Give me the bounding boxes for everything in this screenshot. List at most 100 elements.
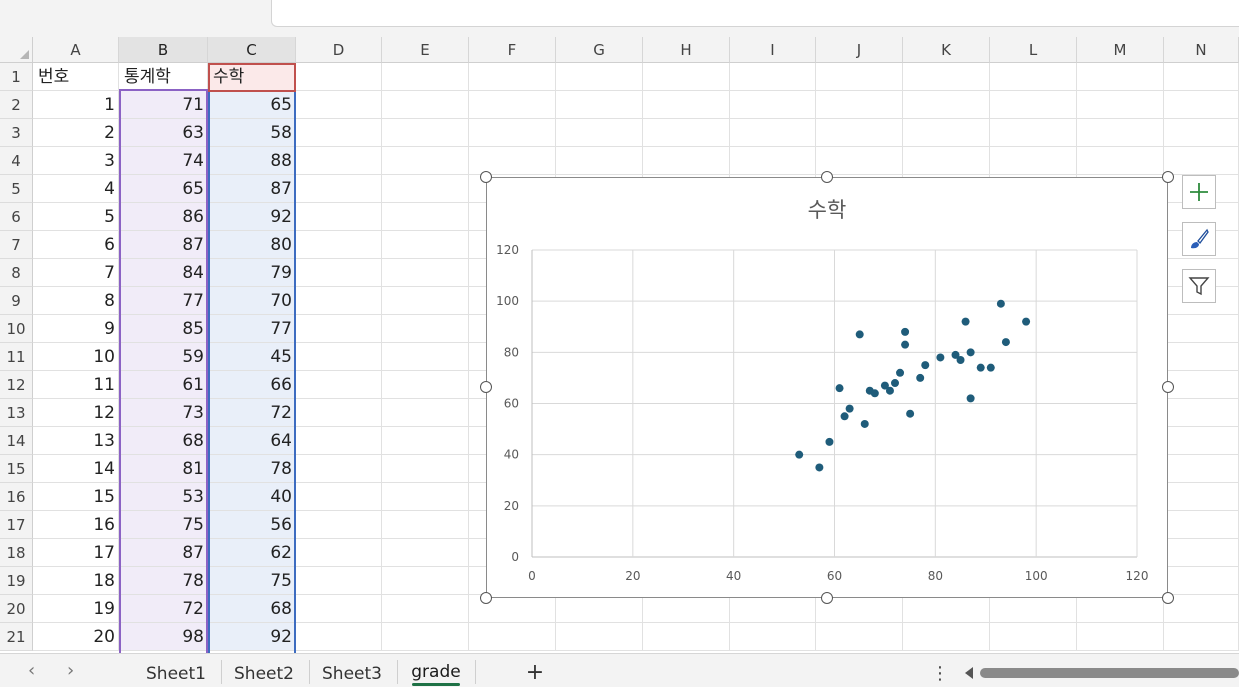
cell-n3[interactable] (1164, 119, 1239, 147)
data-point[interactable] (880, 381, 889, 390)
cell-e15[interactable] (382, 455, 469, 483)
data-point[interactable] (901, 327, 910, 336)
cell-g4[interactable] (556, 147, 643, 175)
cell-l1[interactable] (990, 63, 1077, 91)
cell-k3[interactable] (903, 119, 990, 147)
cell-b15[interactable]: 81 (119, 455, 208, 483)
cell-d2[interactable] (296, 91, 382, 119)
cell-g2[interactable] (556, 91, 643, 119)
cell-b9[interactable]: 77 (119, 287, 208, 315)
data-point[interactable] (891, 379, 899, 388)
cell-d4[interactable] (296, 147, 382, 175)
cell-c8[interactable]: 79 (208, 259, 296, 287)
cell-e2[interactable] (382, 91, 469, 119)
data-point[interactable] (896, 368, 905, 377)
cell-a2[interactable]: 1 (33, 91, 119, 119)
cell-d19[interactable] (296, 567, 382, 595)
select-all-corner[interactable] (0, 37, 33, 63)
cell-h1[interactable] (643, 63, 730, 91)
cell-a10[interactable]: 9 (33, 315, 119, 343)
cell-a15[interactable]: 14 (33, 455, 119, 483)
cell-c19[interactable]: 75 (208, 567, 296, 595)
cell-e18[interactable] (382, 539, 469, 567)
resize-handle-top[interactable] (821, 171, 833, 183)
column-header-a[interactable]: A (33, 37, 119, 63)
cell-i3[interactable] (730, 119, 816, 147)
data-point[interactable] (986, 363, 995, 372)
cell-l20[interactable] (990, 595, 1077, 623)
cell-n21[interactable] (1164, 623, 1239, 651)
cell-c7[interactable]: 80 (208, 231, 296, 259)
cell-m20[interactable] (1077, 595, 1164, 623)
cell-d5[interactable] (296, 175, 382, 203)
data-point[interactable] (855, 330, 864, 339)
tab-sheet3[interactable]: Sheet3 (322, 664, 382, 684)
add-sheet-button[interactable]: + (525, 660, 545, 685)
cell-f2[interactable] (469, 91, 556, 119)
resize-handle-br[interactable] (1162, 592, 1174, 604)
cell-c12[interactable]: 66 (208, 371, 296, 399)
cell-e13[interactable] (382, 399, 469, 427)
cell-c4[interactable]: 88 (208, 147, 296, 175)
cell-a1[interactable]: 번호 (33, 63, 119, 91)
cell-m1[interactable] (1077, 63, 1164, 91)
cell-a21[interactable]: 20 (33, 623, 119, 651)
row-header[interactable]: 1 (0, 63, 33, 91)
cell-e4[interactable] (382, 147, 469, 175)
column-header-b[interactable]: B (119, 37, 208, 63)
data-point[interactable] (996, 299, 1005, 308)
cell-j2[interactable] (816, 91, 903, 119)
data-point[interactable] (860, 419, 869, 428)
cell-g1[interactable] (556, 63, 643, 91)
row-header[interactable]: 9 (0, 287, 33, 315)
data-point[interactable] (885, 386, 894, 395)
cell-e1[interactable] (382, 63, 469, 91)
cell-j4[interactable] (816, 147, 903, 175)
column-header-l[interactable]: L (990, 37, 1077, 63)
data-point[interactable] (795, 450, 804, 459)
cell-d14[interactable] (296, 427, 382, 455)
cell-k2[interactable] (903, 91, 990, 119)
data-point[interactable] (835, 384, 844, 393)
cell-b19[interactable]: 78 (119, 567, 208, 595)
cell-h3[interactable] (643, 119, 730, 147)
cell-e6[interactable] (382, 203, 469, 231)
column-header-f[interactable]: F (469, 37, 556, 63)
cell-n20[interactable] (1164, 595, 1239, 623)
cell-m4[interactable] (1077, 147, 1164, 175)
row-header[interactable]: 8 (0, 259, 33, 287)
cell-a4[interactable]: 3 (33, 147, 119, 175)
row-header[interactable]: 12 (0, 371, 33, 399)
cell-a12[interactable]: 11 (33, 371, 119, 399)
row-header[interactable]: 4 (0, 147, 33, 175)
cell-b18[interactable]: 87 (119, 539, 208, 567)
row-header[interactable]: 6 (0, 203, 33, 231)
cell-b7[interactable]: 87 (119, 231, 208, 259)
cell-b4[interactable]: 74 (119, 147, 208, 175)
cell-i1[interactable] (730, 63, 816, 91)
data-series[interactable] (795, 299, 1031, 472)
row-header[interactable]: 5 (0, 175, 33, 203)
data-point[interactable] (936, 353, 945, 362)
cell-m2[interactable] (1077, 91, 1164, 119)
data-point[interactable] (825, 437, 834, 446)
row-header[interactable]: 3 (0, 119, 33, 147)
cell-d9[interactable] (296, 287, 382, 315)
data-point[interactable] (966, 348, 975, 357)
data-point[interactable] (951, 350, 960, 359)
cell-k1[interactable] (903, 63, 990, 91)
column-header-h[interactable]: H (643, 37, 730, 63)
resize-handle-bl[interactable] (480, 592, 492, 604)
cell-n16[interactable] (1164, 483, 1239, 511)
cell-a8[interactable]: 7 (33, 259, 119, 287)
chart-title[interactable]: 수학 (808, 198, 847, 222)
cell-b20[interactable]: 72 (119, 595, 208, 623)
tab-sheet1[interactable]: Sheet1 (146, 664, 206, 684)
next-sheet-icon[interactable]: › (67, 660, 75, 681)
cell-n12[interactable] (1164, 371, 1239, 399)
row-header[interactable]: 18 (0, 539, 33, 567)
cell-c9[interactable]: 70 (208, 287, 296, 315)
row-header[interactable]: 13 (0, 399, 33, 427)
cell-e3[interactable] (382, 119, 469, 147)
column-header-c[interactable]: C (208, 37, 296, 63)
